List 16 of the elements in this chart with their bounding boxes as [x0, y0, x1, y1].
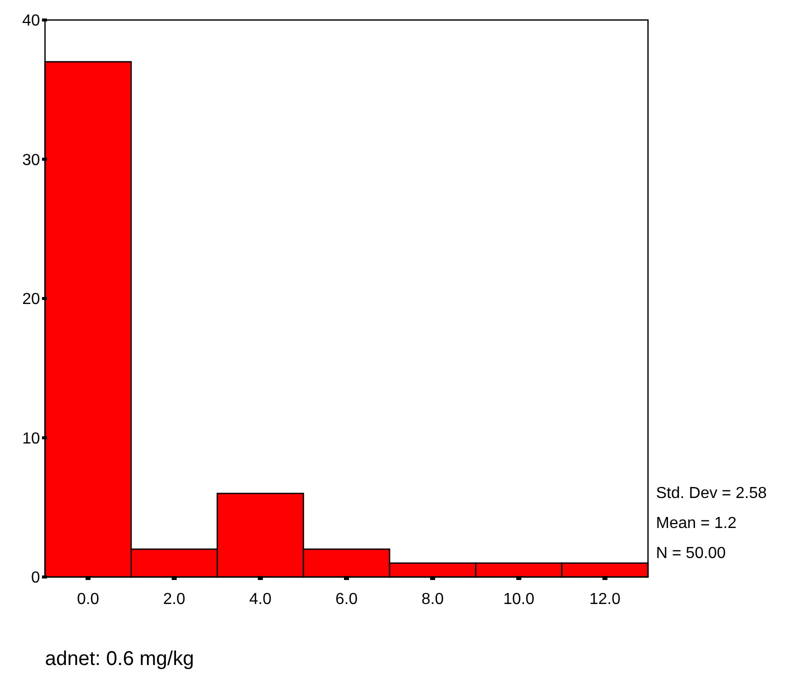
x-tick-label: 12.0: [589, 591, 621, 608]
x-tick-label: 4.0: [249, 591, 272, 608]
y-tick-label: 20: [22, 291, 40, 308]
y-tick-label: 30: [22, 152, 40, 169]
x-tick-label: 8.0: [422, 591, 444, 608]
y-tick-label: 10: [22, 430, 40, 448]
x-tick-label: 10.0: [503, 591, 534, 608]
x-tick-label: 2.0: [163, 591, 186, 608]
y-tick-label: 0: [31, 570, 40, 587]
x-tick-label: 6.0: [335, 591, 358, 608]
x-tick-label: 0.0: [76, 591, 100, 608]
text: Mean = 1.2: [656, 515, 737, 532]
y-tick-label: 40: [22, 12, 40, 30]
text: Std. Dev = 2.58: [656, 485, 767, 502]
text: N = 50.00: [656, 545, 726, 562]
x-axis-title: adnet: 0.6 mg/kg: [45, 648, 194, 670]
